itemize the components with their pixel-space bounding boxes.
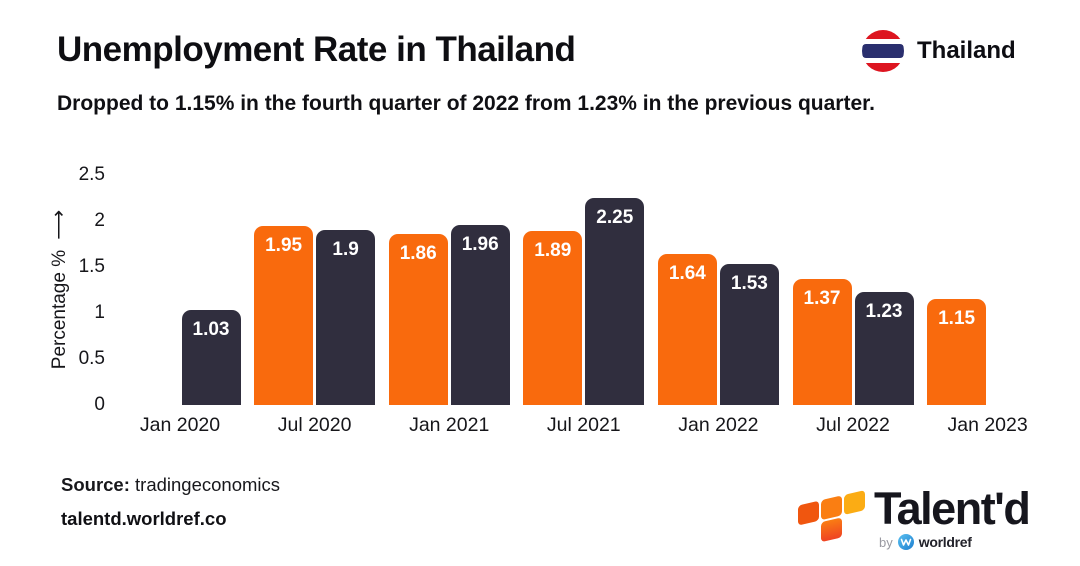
byline-by: by: [879, 534, 893, 550]
bar-value-label: 1.86: [399, 242, 437, 264]
x-tick-label: Jan 2020: [139, 414, 221, 436]
bar-value-label: 2.25: [596, 207, 634, 228]
y-axis-title: Percentage %⟶: [46, 170, 70, 410]
bar-value-label: 1.23: [865, 300, 903, 322]
bar: 2.25: [585, 198, 645, 405]
bar: 1.96: [450, 224, 510, 405]
country-label: Thailand: [917, 37, 1016, 64]
x-tick-label: Jul 2021: [546, 414, 621, 436]
y-tick-label: 2.5: [78, 164, 105, 185]
bar-value-label: 1.64: [668, 263, 706, 285]
bar-value-label: 1.89: [534, 240, 572, 262]
brand-byline: by worldref: [879, 534, 1029, 550]
talentd-logo-icon: [798, 490, 865, 542]
bar: 1.95: [254, 225, 314, 405]
bar-value-label: 1.37: [803, 287, 841, 309]
brand-text: Talent'd by worldref: [874, 476, 1031, 550]
x-tick-label: Jul 2020: [277, 414, 352, 436]
x-tick-label: Jul 2022: [816, 414, 890, 436]
bar-value-label: 1.03: [192, 319, 230, 341]
byline-company: worldref: [918, 534, 972, 550]
country-chip: Thailand: [862, 30, 1016, 72]
bar: 1.86: [388, 233, 448, 405]
chart-subtitle: Dropped to 1.15% in the fourth quarter o…: [57, 92, 875, 115]
bar-value-label: 1.96: [461, 233, 499, 255]
thailand-flag-icon: [862, 30, 904, 72]
x-tick-label: Jan 2023: [947, 414, 1028, 436]
x-tick-label: Jan 2022: [678, 414, 759, 436]
y-tick-label: 2: [94, 210, 105, 231]
y-tick-label: 1.5: [78, 256, 105, 277]
source-label: Source:: [61, 474, 130, 495]
worldref-icon: [897, 534, 914, 550]
page-title: Unemployment Rate in Thailand: [57, 30, 576, 69]
y-tick-label: 0.5: [78, 348, 105, 369]
brand-logo: Talent'd by worldref: [796, 476, 1031, 550]
bar-value-label: 1.9: [332, 239, 359, 261]
source-value: tradingeconomics: [135, 474, 281, 495]
y-tick-label: 1: [94, 302, 105, 323]
bar: 1.9: [316, 230, 376, 405]
bar-value-label: 1.95: [265, 234, 303, 256]
bar: 1.37: [792, 278, 852, 405]
source-line: Source: tradingeconomics: [61, 474, 280, 496]
bar: 1.23: [854, 291, 914, 405]
bar: 1.15: [927, 299, 987, 405]
bar: 1.53: [719, 264, 779, 405]
bar-value-label: 1.15: [938, 308, 976, 330]
bar: 1.03: [181, 310, 241, 405]
website-url: talentd.worldref.co: [61, 508, 227, 529]
brand-name: Talent'd: [874, 483, 1031, 534]
bar: 1.89: [523, 231, 583, 405]
y-tick-label: 0: [94, 394, 105, 415]
bar: 1.64: [657, 254, 717, 405]
x-tick-label: Jan 2021: [409, 414, 490, 436]
bar-value-label: 1.53: [730, 273, 768, 295]
